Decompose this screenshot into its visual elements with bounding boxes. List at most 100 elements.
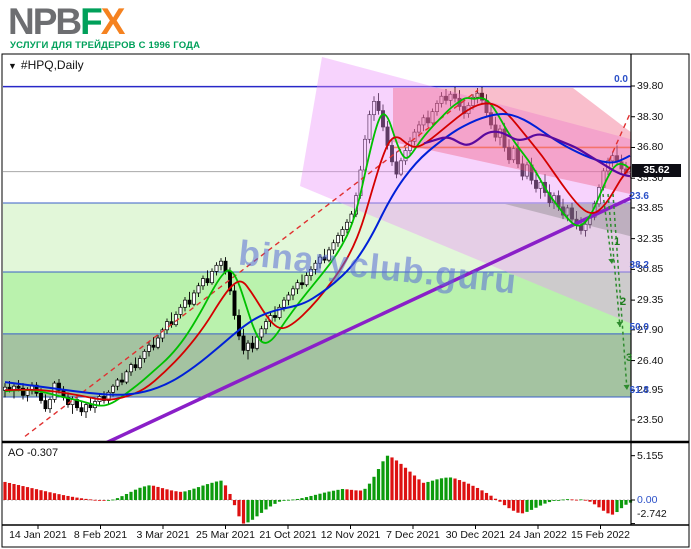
projection-down-arrow bbox=[607, 193, 621, 328]
ao-bar bbox=[516, 500, 520, 513]
candle-bear bbox=[151, 344, 156, 348]
candle-bear bbox=[120, 379, 124, 383]
purple-trendline bbox=[103, 196, 631, 442]
projection-down-arrow bbox=[612, 193, 628, 391]
candle-bear bbox=[453, 93, 457, 99]
candle-bull bbox=[246, 342, 250, 351]
ao-bar bbox=[147, 485, 151, 500]
candle-bear bbox=[237, 315, 241, 337]
candle-bull bbox=[165, 321, 169, 331]
ao-bar bbox=[372, 476, 376, 500]
fib-level-label: 23.6 bbox=[629, 190, 649, 202]
ao-bar bbox=[534, 500, 538, 508]
candle-bull bbox=[192, 292, 196, 305]
date-label: 24 Jan 2022 bbox=[509, 529, 567, 541]
ao-bar bbox=[588, 500, 592, 502]
ao-bar bbox=[3, 481, 7, 500]
ao-bar bbox=[219, 480, 223, 500]
price-axis-label: 23.50 bbox=[637, 413, 664, 426]
date-label: 25 Mar 2021 bbox=[196, 529, 255, 541]
price-axis-label: 32.35 bbox=[637, 232, 664, 245]
ao-bar bbox=[574, 499, 579, 501]
ao-bar bbox=[25, 487, 30, 500]
ao-bar bbox=[214, 481, 219, 500]
date-label: 3 Mar 2021 bbox=[136, 529, 190, 541]
candle-bull bbox=[583, 223, 588, 231]
candle-bear bbox=[223, 260, 228, 272]
arrowhead bbox=[623, 384, 630, 390]
ao-bar bbox=[358, 490, 363, 500]
candle-bear bbox=[21, 387, 25, 396]
ao-bar bbox=[601, 500, 606, 511]
candle-bear bbox=[57, 382, 61, 391]
ao-bar bbox=[597, 500, 601, 508]
chart-frame bbox=[1, 53, 690, 548]
candle-bull bbox=[84, 404, 88, 413]
candle-bull bbox=[129, 364, 133, 373]
candle-bear bbox=[534, 179, 538, 189]
ao-bar bbox=[129, 491, 133, 500]
ao-bar bbox=[345, 489, 349, 500]
candle-bull bbox=[471, 96, 475, 106]
candle-bull bbox=[417, 124, 421, 133]
candle-bear bbox=[187, 299, 192, 305]
ao-indicator-label: AO -0.307 bbox=[8, 447, 59, 459]
candle-bull bbox=[313, 262, 318, 270]
candle-bear bbox=[39, 393, 43, 401]
ao-bar bbox=[246, 500, 250, 523]
price-axis-label: 24.95 bbox=[637, 384, 664, 397]
ao-bar bbox=[448, 477, 453, 500]
candle-bull bbox=[142, 350, 147, 359]
ao-bar bbox=[282, 500, 286, 501]
candle-bull bbox=[340, 229, 345, 236]
ao-bar bbox=[421, 482, 426, 500]
ao-bar bbox=[223, 485, 228, 500]
candle-bull bbox=[147, 344, 151, 352]
candle-bull bbox=[214, 264, 219, 272]
ao-bar bbox=[115, 498, 120, 500]
candle-bear bbox=[79, 407, 84, 413]
ao-bar bbox=[264, 500, 268, 510]
candle-bull bbox=[282, 299, 286, 308]
candle-bear bbox=[516, 148, 520, 165]
ao-bar bbox=[39, 490, 43, 500]
ao-axis-label: 0.00 bbox=[637, 494, 658, 506]
ao-bar bbox=[165, 489, 169, 500]
candle-bear bbox=[300, 282, 304, 286]
ao-bar bbox=[79, 498, 84, 500]
logo-tagline: УСЛУГИ ДЛЯ ТРЕЙДЕРОВ С 1996 ГОДА bbox=[10, 40, 201, 51]
ao-axis-label: -2.742 bbox=[637, 508, 667, 520]
candle-bull bbox=[124, 371, 129, 383]
logo-text-gray: NPB bbox=[8, 1, 82, 42]
candle-bull bbox=[435, 103, 439, 112]
ao-bar bbox=[43, 491, 48, 500]
candle-bear bbox=[462, 106, 466, 115]
ao-bar bbox=[565, 499, 570, 500]
chart-dropdown-icon[interactable]: ▼ bbox=[8, 61, 17, 71]
ao-bar bbox=[583, 499, 588, 501]
ao-bar bbox=[309, 495, 313, 500]
ao-bar bbox=[66, 495, 70, 500]
candle-bull bbox=[259, 328, 264, 338]
ao-bar bbox=[520, 500, 525, 514]
price-axis-label: 26.40 bbox=[637, 354, 664, 367]
date-label: 8 Feb 2021 bbox=[73, 529, 128, 541]
ao-bar bbox=[277, 500, 282, 502]
candle-bull bbox=[264, 321, 268, 330]
fib-level-label: 38.2 bbox=[629, 260, 649, 272]
ao-bar bbox=[187, 490, 192, 500]
ao-bar bbox=[192, 488, 196, 500]
wave-label: 3 bbox=[626, 352, 633, 364]
ao-bar bbox=[403, 467, 408, 500]
ao-bar bbox=[12, 484, 16, 500]
ao-bar bbox=[232, 500, 237, 506]
candle-bear bbox=[322, 256, 327, 261]
ao-bar bbox=[502, 500, 507, 506]
fib-level-label: 61.8 bbox=[629, 385, 649, 397]
candle-bull bbox=[345, 221, 349, 230]
symbol-timeframe-label[interactable]: ▼ #HPQ,Daily bbox=[8, 58, 84, 72]
violet-channel bbox=[300, 57, 631, 324]
ao-bar bbox=[552, 500, 556, 501]
ao-bar bbox=[376, 469, 381, 500]
